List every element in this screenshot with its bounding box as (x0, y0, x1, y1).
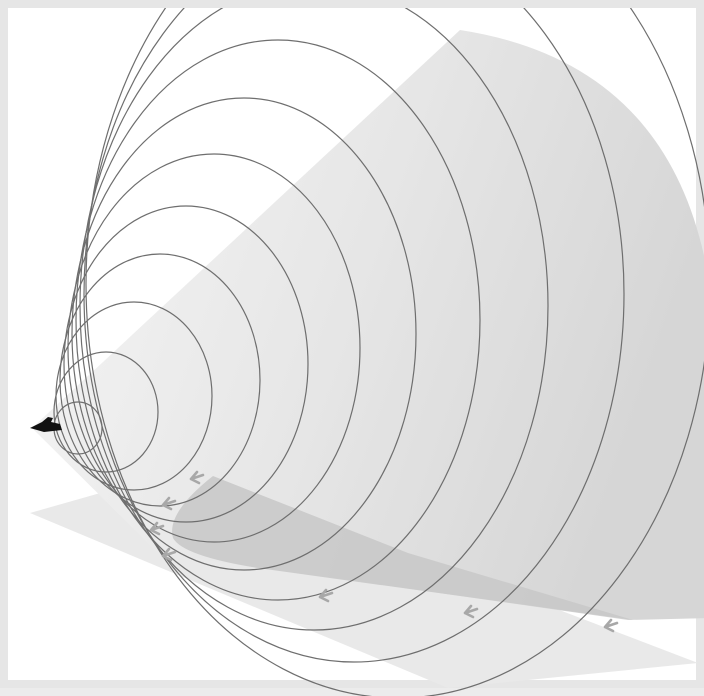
ground-arrow-group (149, 470, 619, 633)
wavefront-group (53, 8, 704, 696)
arrow-left-icon (318, 588, 334, 603)
sonic-boom-diagram (30, 8, 704, 696)
wavefront-ring (79, 8, 549, 631)
mach-cone (32, 30, 704, 620)
boom-footprint (172, 476, 633, 620)
arrow-left-icon (149, 521, 165, 536)
wavefront-ring (59, 253, 261, 507)
wavefront-ring (67, 153, 361, 543)
arrow-left-icon (463, 604, 479, 619)
wavefront-ring (63, 205, 309, 523)
wavefront-ring (55, 301, 213, 491)
wavefront-ring (71, 97, 417, 571)
wavefront-ring (75, 39, 481, 601)
wavefront-ring (83, 8, 625, 663)
arrow-left-icon (603, 618, 619, 633)
arrow-left-icon (161, 547, 177, 562)
arrow-left-icon (189, 470, 205, 485)
wavefront-ring (85, 8, 704, 696)
arrow-left-icon (161, 496, 177, 511)
aircraft-icon (30, 417, 62, 432)
wavefront-ring (53, 351, 159, 473)
